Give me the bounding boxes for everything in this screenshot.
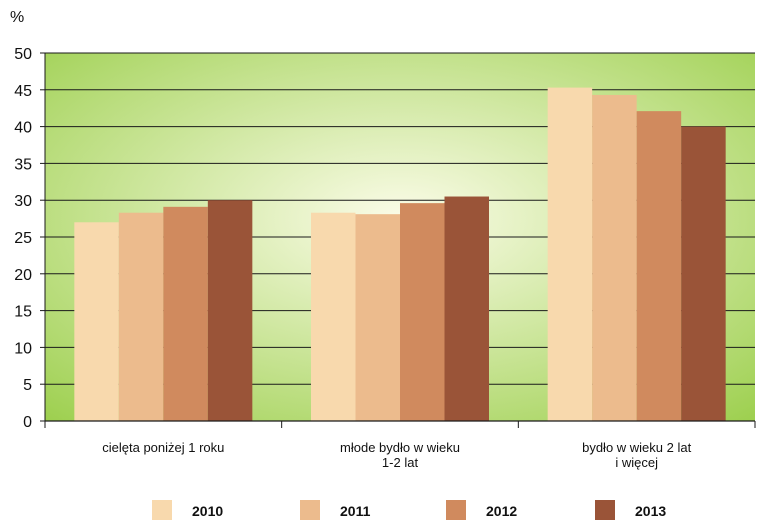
legend-label: 2011 (340, 503, 371, 519)
bar-2010 (311, 212, 356, 421)
legend-swatch-2013 (595, 500, 615, 520)
y-tick-label: 40 (14, 120, 32, 137)
bar-2012 (636, 111, 682, 422)
y-tick-label: 50 (14, 46, 32, 63)
y-tick-labels: 0 5 10 15 20 25 30 35 40 45 50 (14, 46, 32, 431)
bar-2011 (118, 212, 164, 421)
y-tick-label: 10 (14, 340, 32, 357)
y-axis-unit-label: % (10, 9, 24, 26)
category-label: bydło w wieku 2 lat i więcej (582, 440, 691, 470)
legend: 2010 2011 2012 2013 (152, 500, 666, 520)
bar-2012 (400, 203, 445, 421)
bar-2011 (592, 94, 637, 422)
y-tick-label: 45 (14, 83, 32, 100)
bar-2013 (207, 200, 253, 421)
category-label: cielęta poniżej 1 roku (102, 440, 224, 455)
legend-swatch-2012 (446, 500, 466, 520)
bar-2013 (444, 196, 489, 421)
category-labels: cielęta poniżej 1 roku młode bydło w wiek… (102, 440, 691, 470)
bars (74, 87, 726, 422)
bar-2011 (355, 214, 400, 421)
axes (40, 52, 756, 428)
bar-2010 (74, 222, 119, 421)
legend-label: 2010 (192, 503, 223, 519)
legend-swatch-2011 (300, 500, 320, 520)
legend-swatch-2010 (152, 500, 172, 520)
legend-label: 2013 (635, 503, 666, 519)
y-tick-label: 15 (14, 304, 32, 321)
y-tick-label: 25 (14, 230, 32, 247)
bar-2012 (163, 206, 208, 421)
y-tick-label: 30 (14, 193, 32, 210)
y-tick-label: 35 (14, 156, 32, 173)
y-tick-label: 20 (14, 267, 32, 284)
y-tick-label: 0 (23, 414, 32, 431)
category-label: młode bydło w wieku 1-2 lat (340, 440, 460, 470)
legend-label: 2012 (486, 503, 517, 519)
y-tick-label: 5 (23, 377, 32, 394)
bar-2010 (547, 87, 593, 421)
bar-2013 (681, 126, 726, 421)
